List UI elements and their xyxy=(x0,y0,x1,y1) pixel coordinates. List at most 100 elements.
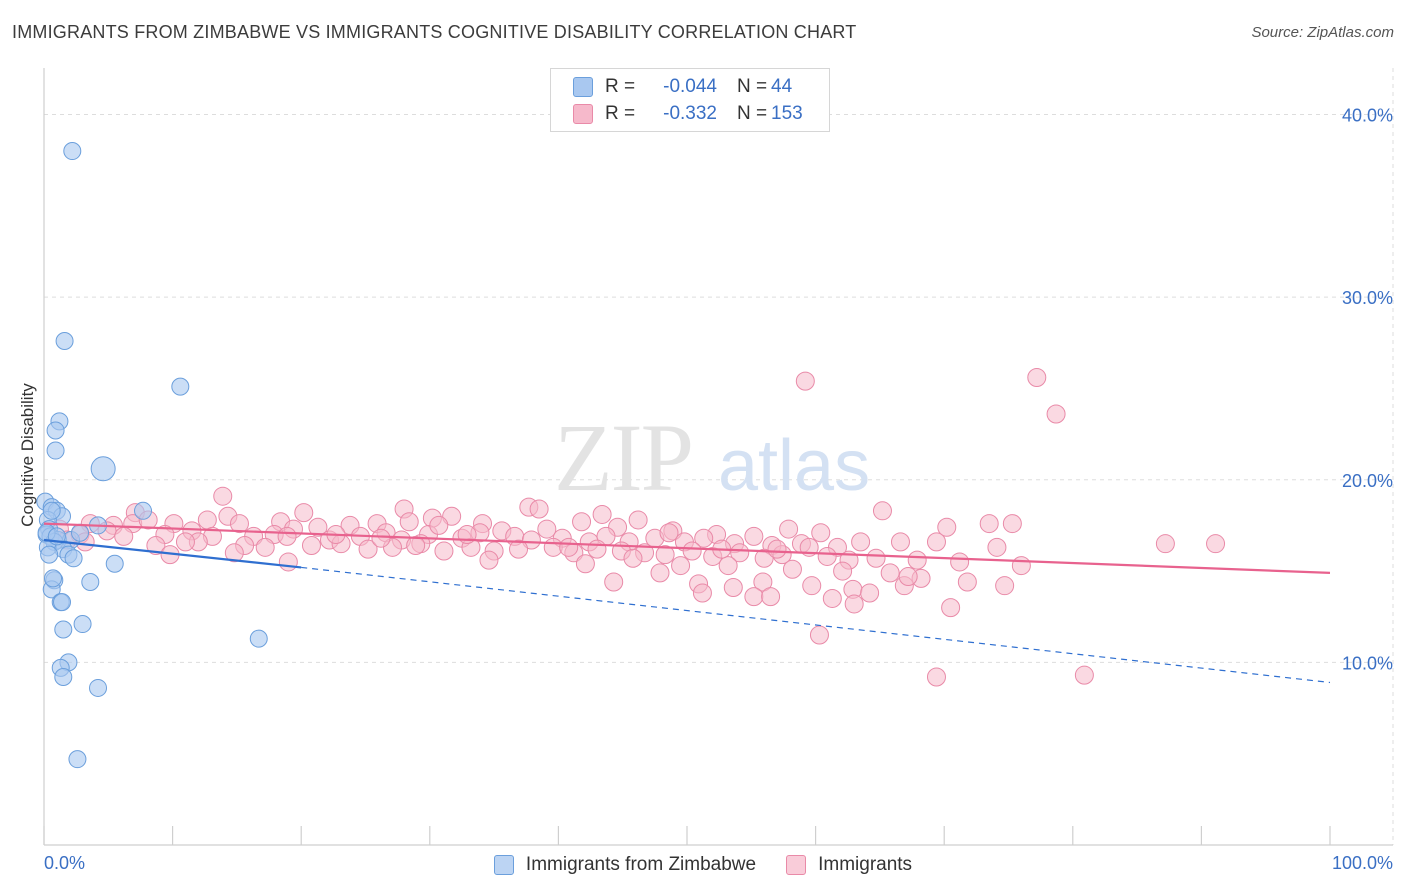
data-point-zimbabwe xyxy=(40,545,59,564)
watermark-atlas: atlas xyxy=(718,426,870,506)
data-point-immigrants xyxy=(114,526,134,546)
data-point-immigrants xyxy=(1002,514,1022,534)
data-point-immigrants xyxy=(521,530,541,550)
data-point-immigrants xyxy=(399,512,419,532)
data-point-immigrants xyxy=(175,532,195,552)
series-legend: Immigrants from Zimbabwe Immigrants xyxy=(0,852,1406,878)
data-point-immigrants xyxy=(761,587,781,607)
data-point-immigrants xyxy=(907,550,927,570)
legend-n-label: N = xyxy=(737,103,768,124)
data-point-zimbabwe xyxy=(53,593,72,612)
data-point-immigrants xyxy=(537,519,557,539)
legend-label-zimbabwe: Immigrants from Zimbabwe xyxy=(525,854,757,875)
data-point-immigrants xyxy=(898,567,918,587)
data-point-zimbabwe xyxy=(42,501,61,520)
x-tick-label-min: 0.0% xyxy=(44,853,85,873)
data-point-zimbabwe xyxy=(105,554,124,573)
data-point-immigrants xyxy=(623,548,643,568)
data-point-immigrants xyxy=(753,572,773,592)
data-point-zimbabwe xyxy=(81,573,100,592)
data-point-immigrants xyxy=(1027,367,1047,387)
legend-r-label: R = xyxy=(605,103,636,124)
data-point-immigrants xyxy=(659,523,679,543)
data-point-immigrants xyxy=(730,543,750,563)
legend-r-label: R = xyxy=(605,76,636,97)
data-point-zimbabwe xyxy=(90,456,116,482)
data-point-zimbabwe xyxy=(64,549,83,568)
data-point-immigrants xyxy=(779,519,799,539)
legend-row-zimbabwe: R = -0.044 N = 44 xyxy=(573,74,792,100)
legend-r-value: -0.332 xyxy=(663,103,717,124)
data-point-immigrants xyxy=(795,371,815,391)
data-point-zimbabwe xyxy=(249,629,268,648)
series-immigrants-from-zimbabwe xyxy=(36,142,268,769)
data-point-immigrants xyxy=(950,552,970,572)
y-tick-labels: 10.0% 20.0% 30.0% 40.0% xyxy=(1342,106,1393,674)
data-point-zimbabwe xyxy=(44,569,63,588)
data-point-zimbabwe xyxy=(54,667,73,686)
data-point-immigrants xyxy=(926,667,946,687)
legend-item-immigrants[interactable]: Immigrants xyxy=(786,854,912,876)
data-point-immigrants xyxy=(278,552,298,572)
data-point-immigrants xyxy=(628,510,648,530)
data-point-immigrants xyxy=(371,528,391,548)
data-point-immigrants xyxy=(213,486,233,506)
data-point-immigrants xyxy=(650,563,670,583)
data-point-immigrants xyxy=(866,548,886,568)
source-label: Source: ZipAtlas.com xyxy=(1251,24,1394,41)
data-point-immigrants xyxy=(851,532,871,552)
data-point-immigrants xyxy=(592,504,612,524)
data-point-zimbabwe xyxy=(134,501,153,520)
data-point-zimbabwe xyxy=(46,421,65,440)
data-point-immigrants xyxy=(723,578,743,598)
data-point-immigrants xyxy=(694,528,714,548)
data-point-immigrants xyxy=(926,532,946,552)
data-point-immigrants xyxy=(744,526,764,546)
data-point-immigrants xyxy=(308,517,328,537)
data-point-zimbabwe xyxy=(63,142,82,161)
correlation-legend: R = -0.044 N = 44 R = -0.332 N = 153 xyxy=(550,68,830,132)
chart-title: IMMIGRANTS FROM ZIMBABWE VS IMMIGRANTS C… xyxy=(12,22,857,42)
data-point-immigrants xyxy=(255,537,275,557)
data-point-immigrants xyxy=(358,539,378,559)
y-tick-label: 40.0% xyxy=(1342,106,1393,126)
data-point-immigrants xyxy=(146,536,166,556)
data-point-immigrants xyxy=(822,588,842,608)
legend-r-value: -0.044 xyxy=(663,76,717,97)
data-point-immigrants xyxy=(655,545,675,565)
y-tick-label: 20.0% xyxy=(1342,471,1393,491)
data-point-zimbabwe xyxy=(55,331,74,350)
data-point-immigrants xyxy=(860,583,880,603)
data-point-zimbabwe xyxy=(46,441,65,460)
y-tick-label: 10.0% xyxy=(1342,653,1393,673)
data-point-immigrants xyxy=(479,550,499,570)
legend-n-value: 44 xyxy=(771,76,793,97)
legend-item-zimbabwe[interactable]: Immigrants from Zimbabwe xyxy=(493,854,757,876)
legend-swatch-pink xyxy=(573,104,593,124)
data-point-immigrants xyxy=(301,536,321,556)
data-point-immigrants xyxy=(434,541,454,561)
legend-swatch-blue xyxy=(493,855,514,875)
legend-n-value: 153 xyxy=(771,103,803,124)
data-point-zimbabwe xyxy=(89,678,108,697)
trend-line-immigrants xyxy=(43,522,1331,574)
data-point-immigrants xyxy=(987,537,1007,557)
data-point-immigrants xyxy=(529,499,549,519)
data-point-zimbabwe xyxy=(54,620,73,639)
data-point-immigrants xyxy=(224,543,244,563)
data-point-immigrants xyxy=(817,546,837,566)
data-point-immigrants xyxy=(718,556,738,576)
data-point-zimbabwe xyxy=(71,523,90,542)
data-point-immigrants xyxy=(880,563,900,583)
data-point-immigrants xyxy=(682,541,702,561)
data-point-immigrants xyxy=(1206,534,1226,554)
data-point-zimbabwe xyxy=(68,750,87,769)
data-point-immigrants xyxy=(754,548,774,568)
data-point-immigrants xyxy=(575,554,595,574)
data-point-immigrants xyxy=(744,587,764,607)
data-point-immigrants xyxy=(802,576,822,596)
watermark: ZIP atlas xyxy=(554,404,870,511)
data-point-zimbabwe xyxy=(73,615,92,634)
legend-n-label: N = xyxy=(737,76,768,97)
